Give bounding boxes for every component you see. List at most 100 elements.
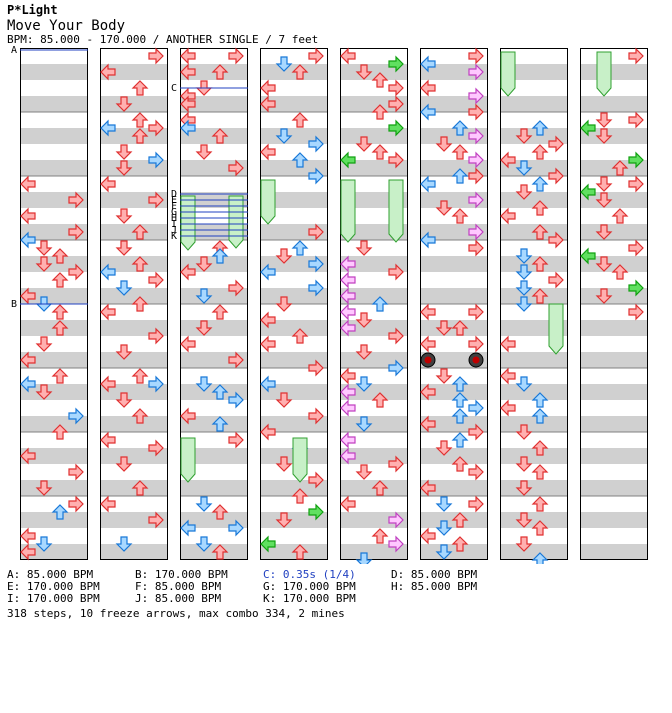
stripe: [20, 96, 88, 112]
stripe: [180, 96, 248, 112]
arrow-L: [180, 407, 196, 425]
arrow-U: [371, 144, 389, 160]
stripe: [500, 96, 568, 112]
arrow-U: [51, 504, 69, 520]
stripe: [420, 416, 488, 432]
stripe: [420, 224, 488, 240]
arrow-U: [211, 248, 229, 264]
arrow-L: [420, 479, 436, 497]
arrow-D: [355, 312, 373, 328]
arrow-R: [308, 255, 324, 273]
arrow-L: [580, 119, 596, 137]
arrow-R: [68, 463, 84, 481]
stripe: [420, 384, 488, 400]
arrow-U: [451, 144, 469, 160]
arrow-L: [340, 383, 356, 401]
arrow-U: [531, 440, 549, 456]
arrow-L: [500, 207, 516, 225]
stripe: [100, 320, 168, 336]
arrow-L: [260, 375, 276, 393]
marker-label-d: D: [171, 189, 177, 200]
arrow-D: [195, 288, 213, 304]
arrow-R: [388, 79, 404, 97]
stripe: [260, 160, 328, 176]
arrow-R: [68, 191, 84, 209]
arrow-L: [100, 431, 116, 449]
arrow-D: [515, 264, 533, 280]
arrow-U: [531, 496, 549, 512]
arrow-D: [595, 192, 613, 208]
arrow-L: [100, 263, 116, 281]
arrow-U: [51, 272, 69, 288]
stripe: [20, 256, 88, 272]
stripe: [180, 160, 248, 176]
stripe: [580, 448, 648, 464]
arrow-L: [100, 119, 116, 137]
arrow-R: [548, 135, 564, 153]
arrow-R: [308, 279, 324, 297]
arrow-R: [388, 119, 404, 137]
arrow-U: [211, 504, 229, 520]
arrow-R: [468, 47, 484, 65]
arrow-U: [611, 160, 629, 176]
stripe: [420, 64, 488, 80]
legend-a: A: 85.000 BPM: [7, 568, 94, 581]
arrow-U: [451, 432, 469, 448]
arrow-U: [211, 544, 229, 560]
arrow-U: [211, 416, 229, 432]
arrow-D: [275, 392, 293, 408]
stripe: [340, 352, 408, 368]
stripe: [340, 96, 408, 112]
stripe: [580, 384, 648, 400]
arrow-L: [340, 367, 356, 385]
stripe: [20, 192, 88, 208]
arrow-R: [388, 55, 404, 73]
stripe: [180, 512, 248, 528]
arrow-U: [451, 320, 469, 336]
stripe: [260, 512, 328, 528]
arrow-L: [260, 79, 276, 97]
arrow-D: [195, 144, 213, 160]
arrow-R: [388, 151, 404, 169]
arrow-U: [371, 480, 389, 496]
arrow-D: [275, 456, 293, 472]
arrow-L: [180, 263, 196, 281]
arrow-D: [515, 512, 533, 528]
stripe: [340, 64, 408, 80]
arrow-D: [515, 248, 533, 264]
stripe: [180, 480, 248, 496]
arrow-U: [51, 320, 69, 336]
stripe: [500, 64, 568, 80]
arrow-L: [260, 423, 276, 441]
arrow-U: [531, 408, 549, 424]
arrow-R: [468, 103, 484, 121]
arrow-L: [180, 47, 196, 65]
stripe: [260, 320, 328, 336]
arrow-R: [68, 407, 84, 425]
arrow-R: [548, 231, 564, 249]
arrow-L: [420, 415, 436, 433]
stripe: [580, 544, 648, 560]
stripe: [580, 192, 648, 208]
stripe: [580, 64, 648, 80]
arrow-U: [211, 304, 229, 320]
arrow-R: [628, 151, 644, 169]
arrow-L: [420, 527, 436, 545]
arrow-L: [500, 151, 516, 169]
bpm-info: BPM: 85.000 - 170.000 / ANOTHER SINGLE /…: [7, 33, 319, 46]
arrow-U: [211, 128, 229, 144]
arrow-D: [195, 376, 213, 392]
arrow-L: [340, 447, 356, 465]
arrow-R: [308, 471, 324, 489]
stripe: [20, 384, 88, 400]
arrow-U: [131, 112, 149, 128]
arrow-D: [275, 512, 293, 528]
arrow-R: [228, 431, 244, 449]
arrow-R: [228, 47, 244, 65]
arrow-L: [260, 335, 276, 353]
legend-c: C: 0.35s (1/4): [263, 568, 356, 581]
legend-g: G: 170.000 BPM: [263, 580, 356, 593]
stripe: [20, 160, 88, 176]
stripe: [580, 288, 648, 304]
